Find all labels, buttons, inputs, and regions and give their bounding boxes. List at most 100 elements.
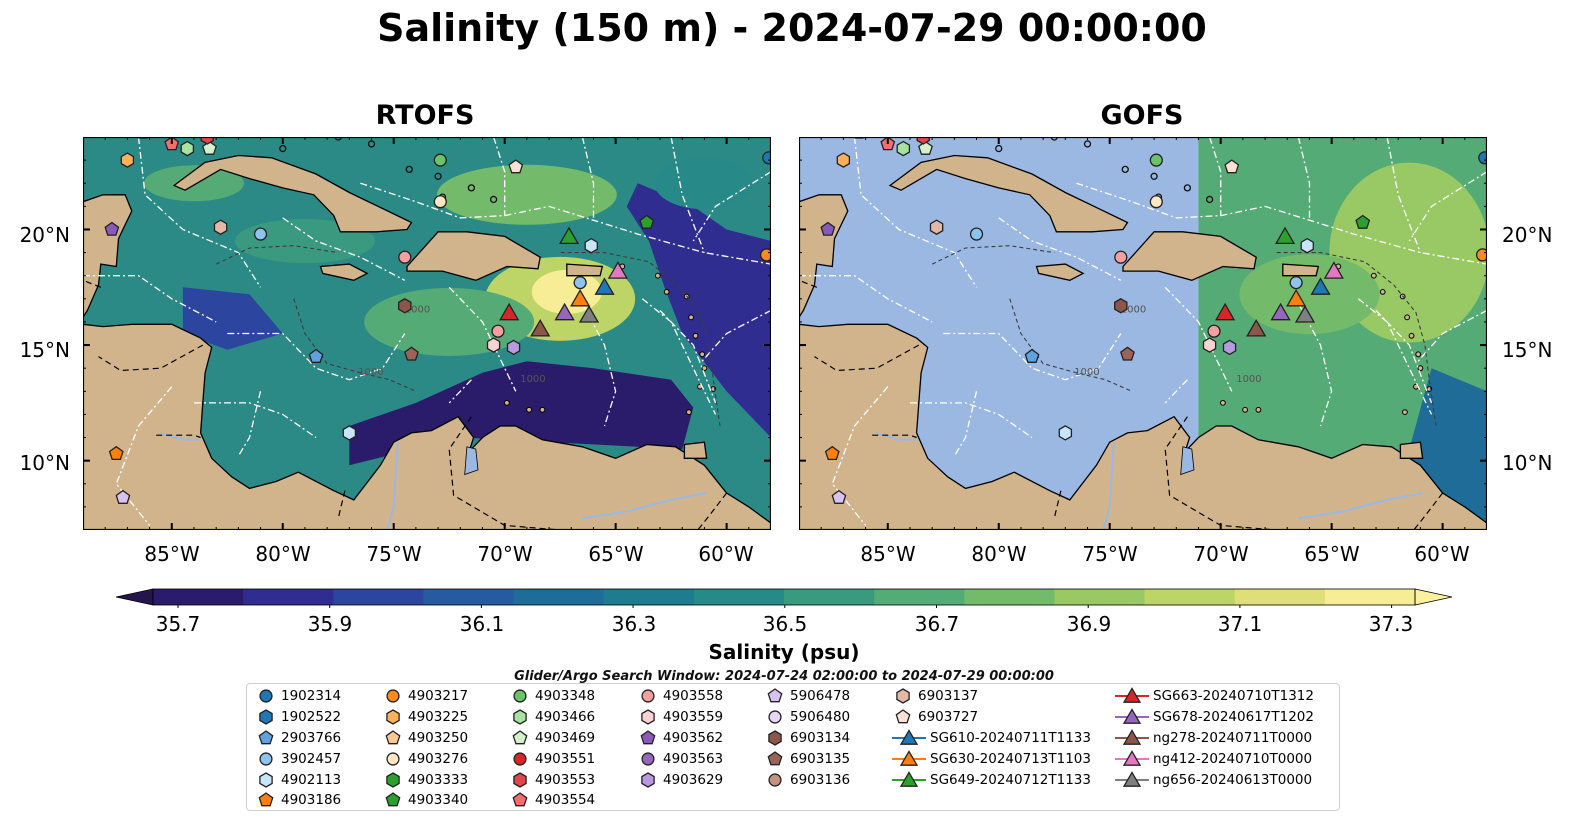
land-cuba: [888, 154, 1129, 233]
eez-line-13: [448, 379, 472, 404]
legend-label: 5906478: [790, 688, 851, 705]
gofs-salinity-map: 1000 1000 1000: [799, 137, 1487, 530]
eez-line-14: [910, 402, 1033, 439]
observation-4903340: [1355, 214, 1371, 229]
lon-label-75w-right: 75°W: [1082, 542, 1138, 566]
land-hispaniola: [1122, 231, 1257, 281]
triangle-icon: [899, 729, 919, 745]
legend-label: SG663-20240710T1312: [1153, 688, 1314, 705]
land-hispaniola: [406, 231, 541, 281]
island-5: [688, 314, 695, 321]
legend-column: 5906478 5906480 6903134 6903135 6903136: [764, 686, 850, 790]
legend-label: 4903554: [535, 792, 596, 809]
observation-6903135: [1120, 346, 1135, 361]
triangle-marker-icon: [1115, 687, 1149, 704]
border-guyana: [1413, 492, 1444, 530]
pentagon-marker-icon: [767, 688, 783, 703]
colorbar-segment: [693, 589, 785, 605]
legend-column: 4903217 4903225 4903250 4903276 4903333 49033…: [382, 686, 468, 811]
legend-item: 4903276: [382, 748, 468, 769]
legend-label: 6903137: [918, 688, 979, 705]
legend-label: 4903276: [408, 750, 469, 767]
border-belize: [83, 279, 102, 288]
legend-item: SG663-20240710T1312: [1115, 686, 1314, 707]
search-window-text: Glider/Argo Search Window: 2024-07-24 02…: [514, 669, 1054, 684]
glider-SG663-20240710T1312: [1215, 302, 1236, 321]
cbar-tick-37-3: 37.3: [1368, 612, 1414, 636]
eez-line-0: [853, 137, 978, 288]
colorbar-extend-high: [1414, 588, 1452, 606]
observation-5906478: [115, 489, 131, 504]
lon-label-60w-right: 60°W: [1414, 542, 1470, 566]
hexagon-marker-icon: [259, 709, 273, 725]
border-costarica: [872, 434, 917, 439]
island-4: [1408, 332, 1415, 339]
eez-line-4: [1297, 303, 1333, 427]
pentagon-marker-icon: [512, 730, 528, 745]
lat-label-15n-right: 15°N: [1502, 338, 1553, 362]
colorbar-segment: [603, 589, 695, 605]
hexagon-marker-icon: [768, 730, 782, 746]
colorbar-segment: [1144, 589, 1236, 605]
observation-4903186: [824, 445, 840, 461]
river-orinoco: [1298, 492, 1423, 520]
bahamas-5: [467, 184, 476, 192]
legend-item: SG678-20240617T1202: [1115, 707, 1314, 728]
lon-label-70w-right: 70°W: [1193, 542, 1249, 566]
legend-item: 5906480: [764, 707, 850, 728]
eez-line-11: [1408, 171, 1487, 242]
observation-4903559: [1202, 337, 1217, 353]
cbar-tick-36-9: 36.9: [1066, 612, 1112, 636]
eez-line-1: [282, 217, 406, 281]
bahamas-0: [279, 144, 287, 153]
river-orinoco: [582, 492, 707, 520]
legend-item: 4903348: [509, 686, 595, 707]
eez-line-1: [998, 217, 1122, 281]
legend-item: 4903629: [637, 769, 723, 790]
pentagon-icon: [385, 792, 401, 807]
legend-item: 4903250: [382, 728, 468, 749]
hexagon-icon: [641, 709, 655, 725]
colorbar-segment: [1054, 589, 1146, 605]
bahamas-3: [405, 165, 413, 174]
observation-4903553: [200, 137, 214, 145]
land-yuc2: [83, 194, 133, 319]
legend-label: 4903250: [408, 729, 469, 746]
contour-label: 1000: [405, 305, 430, 316]
pentagon-icon: [767, 750, 783, 766]
colorbar-segment: [1324, 589, 1416, 605]
legend-label: 4903333: [408, 771, 469, 788]
glider-ng656-20240613T0000: [578, 305, 600, 323]
salty-north: [436, 164, 617, 225]
colorbar-segment: [513, 589, 605, 605]
eez-line-15: [83, 275, 217, 323]
legend-label: 4903559: [663, 709, 724, 726]
legend-item: 4903217: [382, 686, 468, 707]
eez-line-11: [692, 171, 771, 242]
eez-line-17: [115, 386, 173, 526]
legend-column: 6903137 6903727 SG610-20240711T1133 SG630-2…: [892, 686, 1091, 790]
eez-line-10: [1415, 309, 1487, 365]
eez-line-15: [799, 275, 933, 323]
pentagon-icon: [767, 688, 783, 703]
legend-item: SG630-20240713T1103: [892, 748, 1091, 769]
circle-marker-icon: [513, 689, 527, 703]
legend-label: 4903340: [408, 792, 469, 809]
island-12: [1219, 399, 1226, 406]
legend-label: 5906480: [790, 709, 851, 726]
hexagon-icon: [259, 771, 273, 788]
legend-item: 4903558: [637, 686, 723, 707]
legend-item: 4903333: [382, 769, 468, 790]
lon-label-75w-left: 75°W: [366, 542, 422, 566]
river-magdalena: [386, 442, 400, 530]
bahamas-1: [1050, 137, 1058, 141]
salty-atlantic: [654, 157, 755, 210]
bathy-contour-cayman: [931, 245, 1055, 265]
island-2: [701, 365, 708, 372]
panel-title-gofs: GOFS: [1100, 100, 1184, 131]
legend-column: 1902314 1902522 2903766 3902457 4902113 49031…: [255, 686, 341, 811]
legend-label: 6903134: [790, 729, 851, 746]
observation-4903558: [398, 250, 412, 264]
lake-maracaibo: [464, 446, 479, 476]
circle-icon: [768, 710, 782, 724]
